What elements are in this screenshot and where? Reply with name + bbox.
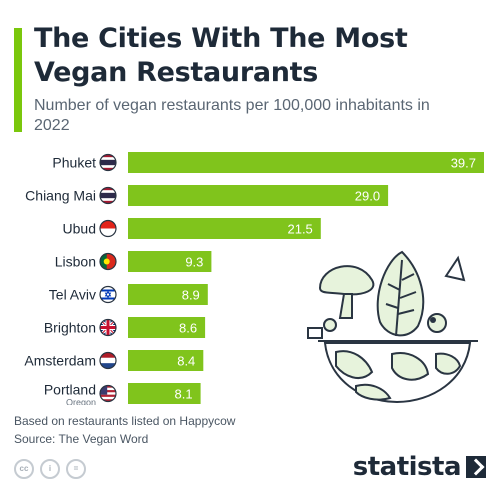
- flag-outline: [99, 219, 117, 238]
- usa-flag-icon: [100, 385, 116, 402]
- israel-flag-icon: [100, 286, 116, 303]
- bar-brighton: [128, 317, 206, 338]
- license-icons: cc i =: [14, 459, 86, 479]
- value-label: 8.4: [177, 354, 195, 369]
- bar-tel-aviv: [128, 284, 208, 305]
- value-label: 29.0: [355, 189, 380, 204]
- category-label: Brighton: [44, 320, 96, 336]
- portugal-flag-icon: [100, 253, 116, 270]
- attribution-icon[interactable]: i: [40, 459, 60, 479]
- bar-chiang-mai: [128, 185, 389, 206]
- thailand-flag-icon: [100, 154, 116, 171]
- category-label: Portland: [44, 382, 96, 398]
- bars-group: 39.7 Phuket 29.0 Chiang Mai 21.5 Ubud 9.3 Lisbo…: [24, 152, 484, 405]
- netherlands-flag-icon: [100, 352, 116, 369]
- category-label: Amsterdam: [24, 353, 96, 369]
- indonesia-flag-icon: [100, 220, 116, 237]
- flag-outline: [99, 384, 117, 403]
- bar-ubud: [128, 218, 321, 239]
- salad-bowl-illustration: [307, 250, 478, 404]
- source-text: Source: The Vegan Word: [14, 432, 149, 446]
- statista-arrow-icon: [466, 456, 486, 478]
- flag-outline: [99, 318, 117, 337]
- category-label: Phuket: [52, 155, 96, 171]
- chart-title: The Cities With The Most Vegan Restauran…: [34, 23, 408, 88]
- chart-notes: Based on restaurants listed on Happycow …: [14, 412, 235, 448]
- accent-bar: [14, 28, 22, 132]
- category-sublabel: Oregon: [66, 398, 96, 406]
- bar-amsterdam: [128, 350, 204, 371]
- brand-wordmark: statista: [352, 452, 462, 482]
- bar-lisbon: [128, 251, 212, 272]
- category-label: Chiang Mai: [25, 188, 96, 204]
- bar-portland: [128, 383, 201, 404]
- thailand-flag-icon: [100, 187, 116, 204]
- flag-outline: [99, 153, 117, 172]
- bar-phuket: [128, 152, 484, 173]
- statista-logo[interactable]: statista: [353, 452, 486, 482]
- flag-outline: [99, 186, 117, 205]
- value-label: 39.7: [451, 156, 476, 171]
- value-label: 8.9: [182, 288, 200, 303]
- flag-outline: [99, 252, 117, 271]
- flag-outline: [99, 351, 117, 370]
- value-label: 8.1: [175, 387, 193, 402]
- category-label: Tel Aviv: [49, 287, 96, 303]
- category-label: Ubud: [63, 221, 96, 237]
- category-label: Lisbon: [55, 254, 96, 270]
- value-label: 9.3: [185, 255, 203, 270]
- flag-outline: [99, 285, 117, 304]
- chart-subtitle: Number of vegan restaurants per 100,000 …: [34, 97, 430, 134]
- value-label: 21.5: [287, 222, 312, 237]
- note-text: Based on restaurants listed on Happycow: [14, 414, 236, 428]
- creative-commons-icon[interactable]: cc: [14, 459, 34, 479]
- bar-chart: 39.7 Phuket 29.0 Chiang Mai 21.5 Ubud 9.3 Lisbo…: [24, 152, 484, 405]
- no-derivatives-icon[interactable]: =: [66, 459, 86, 479]
- value-label: 8.6: [179, 321, 197, 336]
